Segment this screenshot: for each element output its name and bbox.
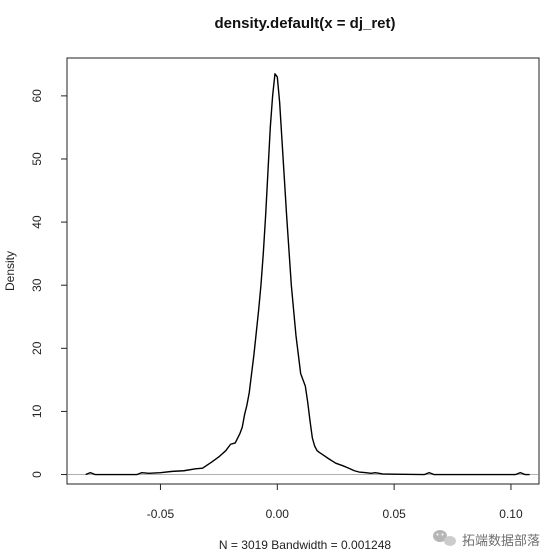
y-tick-label: 50 (30, 152, 44, 166)
y-tick-label: 0 (30, 471, 44, 478)
y-tick-label: 60 (30, 89, 44, 103)
y-axis-label: Density (3, 251, 17, 291)
x-tick-label: 0.10 (499, 507, 523, 521)
plot-frame (66, 57, 540, 485)
watermark: 拓端数据部落 (433, 530, 540, 549)
x-tick-label: 0.00 (266, 507, 290, 521)
y-tick-label: 20 (30, 341, 44, 355)
y-tick-label: 10 (30, 404, 44, 418)
y-tick-label: 40 (30, 215, 44, 229)
wechat-icon (433, 530, 456, 546)
y-tick-label: 30 (30, 278, 44, 292)
density-curve (85, 73, 530, 476)
x-tick-label: 0.05 (382, 507, 406, 521)
watermark-text: 拓端数据部落 (462, 534, 540, 549)
x-tick-label: -0.05 (147, 507, 175, 521)
x-axis-label: N = 3019 Bandwidth = 0.001248 (219, 538, 391, 552)
chart-title: density.default(x = dj_ret) (214, 15, 395, 32)
axis-ticks: -0.05 0.00 0.05 0.10 0 10 20 30 40 50 60 (30, 89, 523, 521)
